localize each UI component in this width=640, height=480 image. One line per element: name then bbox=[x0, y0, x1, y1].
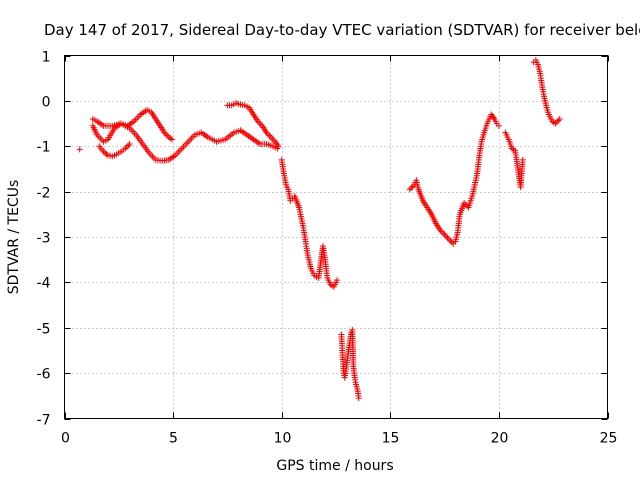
series-trace_peak_22 bbox=[530, 57, 563, 127]
data-point bbox=[556, 116, 563, 123]
y-tick-label: -4 bbox=[37, 276, 51, 292]
data-points bbox=[76, 57, 563, 402]
x-tick-label: 25 bbox=[600, 431, 618, 447]
y-tick-label: -7 bbox=[37, 413, 51, 429]
chart-title: Day 147 of 2017, Sidereal Day-to-day VTE… bbox=[44, 21, 640, 39]
y-tick-label: 0 bbox=[42, 95, 51, 111]
data-point bbox=[269, 135, 276, 142]
y-tick-label: 1 bbox=[42, 50, 51, 66]
data-point bbox=[444, 234, 451, 241]
data-point bbox=[441, 231, 448, 238]
data-point bbox=[123, 144, 130, 151]
data-point bbox=[103, 151, 110, 158]
data-point bbox=[267, 134, 274, 141]
series-trace_high_arc bbox=[224, 100, 282, 150]
data-point bbox=[448, 239, 455, 246]
series-trace_dip_20 bbox=[502, 129, 526, 191]
data-point bbox=[125, 142, 132, 149]
y-tick-label: -3 bbox=[37, 231, 51, 247]
data-point bbox=[126, 140, 133, 147]
data-point bbox=[355, 395, 362, 402]
y-tick-label: -5 bbox=[37, 322, 51, 338]
data-point bbox=[553, 119, 560, 126]
data-point bbox=[519, 156, 526, 163]
series-trace_low_branch bbox=[96, 140, 133, 160]
plot-frame bbox=[64, 55, 608, 419]
data-point bbox=[76, 146, 83, 153]
data-point bbox=[334, 277, 341, 284]
x-tick-label: 15 bbox=[382, 431, 400, 447]
data-point bbox=[443, 233, 450, 240]
data-point bbox=[266, 132, 273, 139]
series-isolated bbox=[76, 146, 83, 153]
y-tick-label: -2 bbox=[37, 186, 51, 202]
x-tick-label: 20 bbox=[491, 431, 509, 447]
y-tick-label: -1 bbox=[37, 140, 51, 156]
data-point bbox=[408, 184, 415, 191]
data-point bbox=[406, 186, 413, 193]
x-tick-label: 10 bbox=[274, 431, 292, 447]
grid bbox=[64, 55, 608, 419]
x-tick-labels: 0 5 10 15 20 25 bbox=[61, 431, 617, 447]
data-point bbox=[169, 136, 176, 143]
series-trace_descent bbox=[278, 156, 341, 290]
data-point bbox=[495, 122, 502, 129]
x-tick-label: 0 bbox=[61, 431, 70, 447]
y-axis-label: SDTVAR / TECUs bbox=[6, 180, 22, 295]
data-point bbox=[445, 236, 452, 243]
data-point bbox=[447, 237, 454, 244]
series-trace_lower_loop bbox=[89, 116, 281, 164]
series-trace_recovery bbox=[406, 111, 502, 247]
y-tick-labels: -7 -6 -5 -4 -3 -2 -1 0 1 bbox=[37, 50, 51, 429]
y-tick-label: -6 bbox=[37, 367, 51, 383]
x-tick-label: 5 bbox=[169, 431, 178, 447]
data-point bbox=[164, 132, 171, 139]
series-trace_deep_low bbox=[338, 327, 362, 402]
data-point bbox=[275, 143, 282, 150]
x-axis-label: GPS time / hours bbox=[276, 458, 393, 474]
data-point bbox=[440, 230, 447, 237]
axis-ticks bbox=[64, 55, 609, 420]
